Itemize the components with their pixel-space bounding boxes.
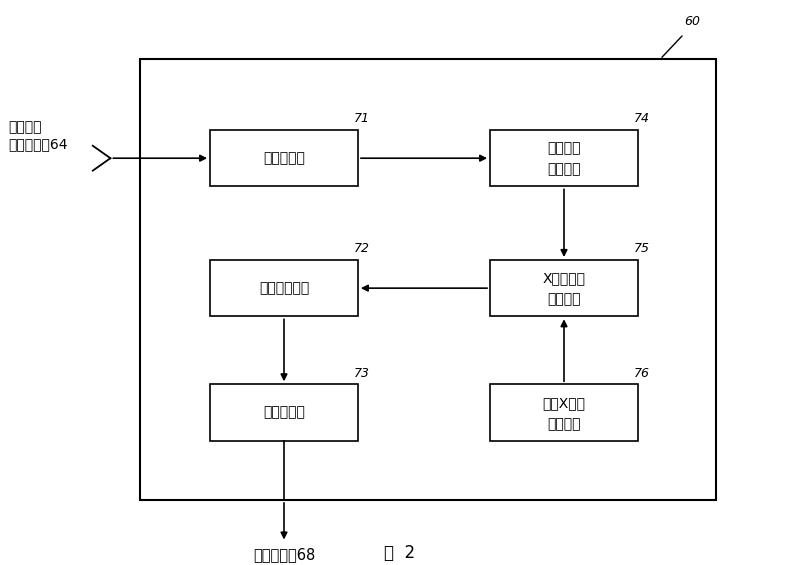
Text: 73: 73 bbox=[354, 367, 370, 380]
Text: 60: 60 bbox=[684, 15, 700, 28]
Text: 预处理装置: 预处理装置 bbox=[263, 151, 305, 165]
Text: 图  2: 图 2 bbox=[385, 544, 415, 562]
Bar bbox=[210, 260, 358, 316]
Text: X射线衰减: X射线衰减 bbox=[542, 272, 586, 285]
Text: 74: 74 bbox=[634, 112, 650, 125]
Text: 提取装置: 提取装置 bbox=[547, 163, 581, 176]
Text: 到显示装罨68: 到显示装罨68 bbox=[253, 547, 315, 562]
Text: 76: 76 bbox=[634, 367, 650, 380]
Text: 图像重建装置: 图像重建装置 bbox=[259, 281, 309, 295]
Text: 校正装置: 校正装置 bbox=[547, 293, 581, 306]
Text: 校正装置: 校正装置 bbox=[547, 417, 581, 431]
Text: 75: 75 bbox=[634, 242, 650, 255]
Bar bbox=[210, 384, 358, 441]
Bar bbox=[210, 130, 358, 186]
Text: 采集缓冲器64: 采集缓冲器64 bbox=[8, 137, 67, 151]
Bar bbox=[490, 260, 638, 316]
Bar bbox=[490, 384, 638, 441]
Text: 72: 72 bbox=[354, 242, 370, 255]
Bar bbox=[140, 59, 716, 500]
Text: 后处理装置: 后处理装置 bbox=[263, 406, 305, 419]
Text: 散射X射线: 散射X射线 bbox=[542, 396, 586, 410]
Text: 来自数据: 来自数据 bbox=[8, 120, 42, 134]
Text: 边界信息: 边界信息 bbox=[547, 142, 581, 155]
Text: 71: 71 bbox=[354, 112, 370, 125]
Bar bbox=[490, 130, 638, 186]
